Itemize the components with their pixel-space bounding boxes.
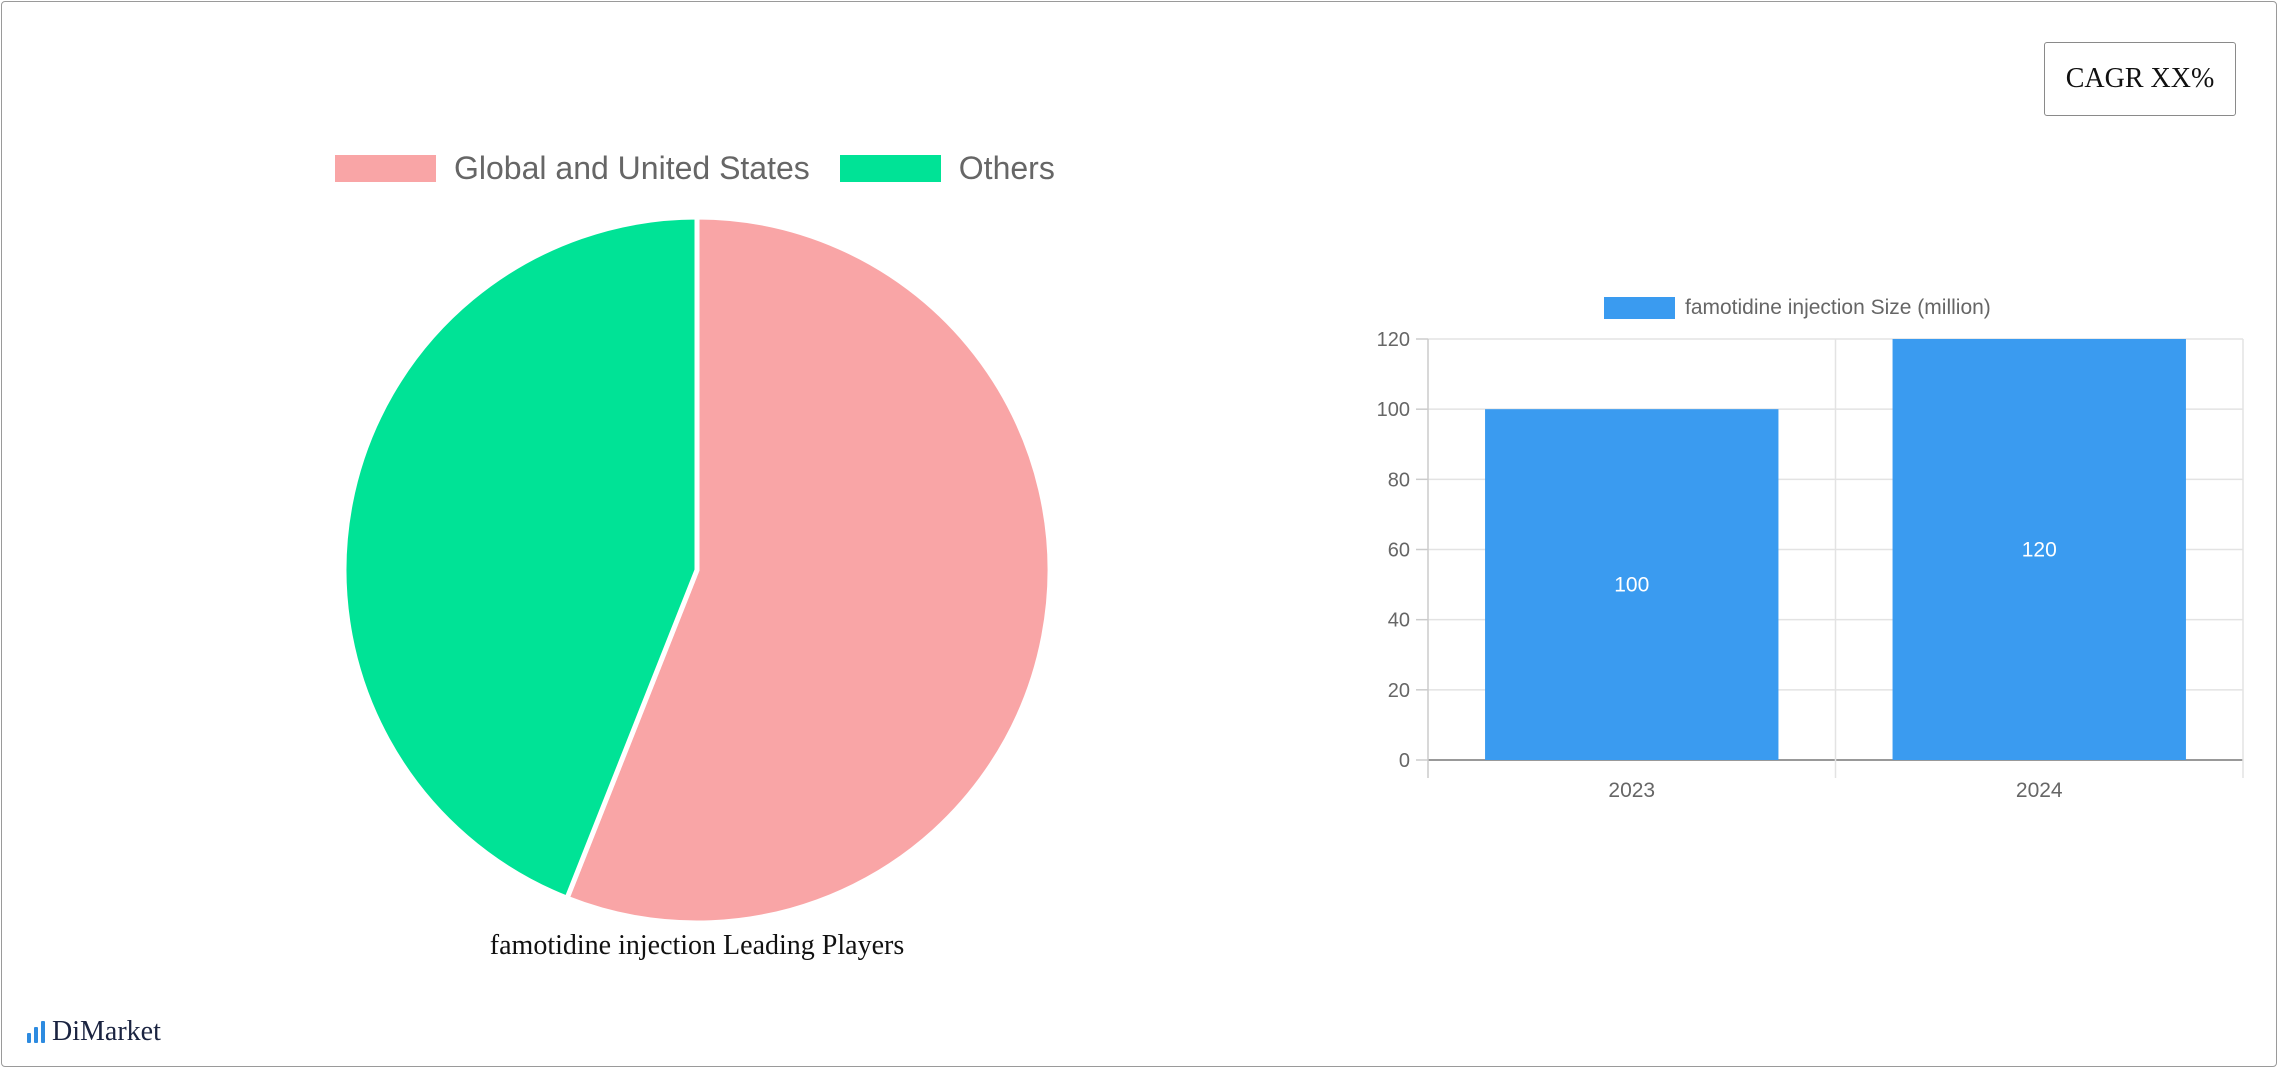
pie-legend-item-1[interactable]: Others	[839, 150, 1055, 187]
y-tick-label-2: 40	[1388, 610, 1410, 632]
bar-value-label-2024: 120	[2022, 539, 2057, 562]
y-tick-label-5: 100	[1377, 399, 1410, 421]
bar-2024[interactable]	[1892, 339, 2186, 760]
bar-chart-logo-icon	[27, 1021, 48, 1043]
pie-legend-label-1: Others	[958, 150, 1055, 186]
pie-legend-swatch-1	[839, 155, 941, 182]
pie-slice-1[interactable]	[341, 214, 700, 901]
bar-legend-swatch	[1604, 297, 1675, 319]
cagr-badge: CAGR XX%	[2044, 42, 2236, 116]
y-tick-label-6: 120	[1377, 329, 1410, 351]
x-tick-label-2023: 2023	[1608, 779, 1655, 802]
pie-chart-title: famotidine injection Leading Players	[489, 930, 905, 961]
pie-legend-swatch-0	[335, 155, 436, 182]
bar-2023[interactable]	[1485, 409, 1779, 760]
y-tick-label-1: 20	[1388, 680, 1410, 702]
pie-legend: Global and United States Others	[335, 150, 1085, 187]
y-tick-label-4: 80	[1388, 469, 1410, 491]
x-tick-label-2024: 2024	[2016, 779, 2063, 802]
bar-chart: 0 20 40 60 80 100 120 100 2023 120 2024	[1377, 329, 2244, 802]
bar-value-label-2023: 100	[1614, 574, 1649, 597]
bar-legend-label: famotidine injection Size (million)	[1685, 296, 1991, 319]
y-tick-label-3: 60	[1388, 540, 1410, 562]
dimarket-logo[interactable]: DiMarket	[27, 1016, 161, 1048]
pie-legend-item-0[interactable]: Global and United States	[335, 150, 810, 187]
brand-name: DiMarket	[52, 1016, 161, 1047]
bar-legend[interactable]: famotidine injection Size (million)	[1604, 296, 1991, 320]
pie-chart	[341, 214, 1053, 926]
y-tick-label-0: 0	[1399, 750, 1410, 772]
pie-legend-label-0: Global and United States	[454, 150, 810, 186]
pie-slice-0[interactable]	[564, 214, 1053, 926]
